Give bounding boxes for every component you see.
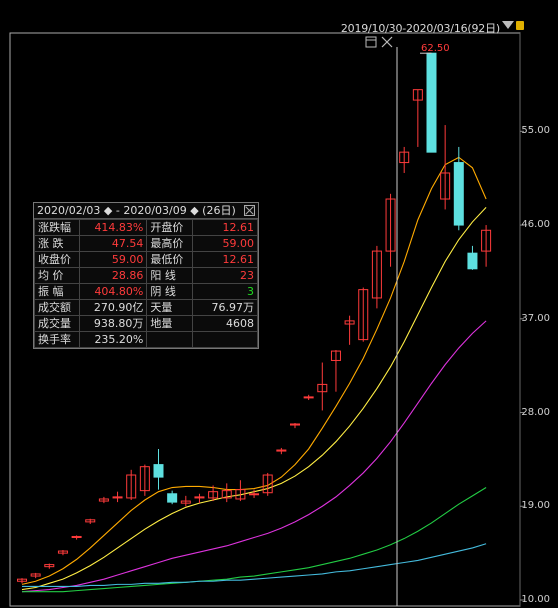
stats-label <box>146 331 193 348</box>
crosshair-price-label: 62.50 <box>421 43 450 54</box>
stats-label: 振 幅 <box>33 283 81 300</box>
range-dropdown-arrow-icon[interactable] <box>502 21 514 29</box>
interval-stats-title: 2020/02/03 ◆ - 2020/03/09 ◆ (26日) <box>34 203 258 219</box>
stats-value: 404.80% <box>79 283 148 300</box>
candle-body <box>330 350 341 361</box>
stats-value: 23 <box>191 267 259 284</box>
stats-label: 阴 线 <box>146 283 193 300</box>
candle-body <box>126 474 137 499</box>
stats-value: 414.83% <box>79 219 148 236</box>
candle-body <box>440 172 451 200</box>
candle-body <box>139 466 150 492</box>
stats-value: 235.20% <box>79 331 148 348</box>
candle-body <box>358 289 369 341</box>
stats-value: 59.00 <box>191 235 259 252</box>
stats-label: 均 价 <box>33 267 81 284</box>
stats-value: 28.86 <box>79 267 148 284</box>
candle-body <box>453 162 464 226</box>
y-tick-label: 46.00 <box>521 219 550 231</box>
moving-average-line <box>22 543 487 588</box>
stats-label: 成交量 <box>33 315 81 332</box>
stats-label: 涨 跌 <box>33 235 81 252</box>
lock-icon[interactable] <box>516 21 524 30</box>
date-range-label[interactable]: 2019/10/30-2020/03/16(92日) <box>340 22 500 35</box>
stats-value: 76.97万 <box>191 299 259 316</box>
stats-row: 均 价 28.86 阳 线 23 <box>33 267 259 284</box>
candle-body <box>344 320 355 325</box>
candle-body <box>85 519 96 523</box>
stats-label: 地量 <box>146 315 193 332</box>
y-tick-label: 28.00 <box>521 406 550 418</box>
candle-body <box>208 491 219 499</box>
stats-row: 涨跌幅 414.83% 开盘价 12.61 <box>33 219 259 236</box>
y-tick-label: 19.00 <box>521 500 550 512</box>
interval-stats-table: 涨跌幅 414.83% 开盘价 12.61 涨 跌 47.54 最高价 59.00 收盘价 59.… <box>33 219 259 348</box>
y-tick-label: 55.00 <box>521 125 550 137</box>
y-tick-label: 37.00 <box>521 312 550 324</box>
stats-label: 开盘价 <box>146 219 193 236</box>
moving-average-line <box>21 156 487 585</box>
candle-body <box>30 573 41 577</box>
panel-close-icon[interactable] <box>244 205 255 216</box>
stats-label: 最高价 <box>146 235 193 252</box>
candle-body <box>71 535 82 539</box>
stats-row: 成交额 270.90亿 天量 76.97万 <box>33 299 259 316</box>
candle-body <box>17 578 27 582</box>
stats-row: 换手率 235.20% <box>33 331 259 348</box>
stats-value: 938.80万 <box>79 315 148 332</box>
interval-stats-title-text: 2020/02/03 ◆ - 2020/03/09 ◆ (26日) <box>37 204 236 217</box>
candle-body <box>290 423 300 426</box>
candle-body <box>262 474 273 494</box>
candle-body <box>167 493 178 503</box>
candle-body <box>399 151 410 164</box>
stats-label: 收盘价 <box>33 251 81 268</box>
y-tick-label: 10.00 <box>521 594 550 605</box>
candle-body <box>317 383 328 393</box>
stats-value <box>191 331 259 348</box>
stats-value: 3 <box>191 283 259 300</box>
candle-body <box>180 500 191 504</box>
candle-body <box>57 550 68 554</box>
stats-value: 270.90亿 <box>79 299 148 316</box>
stats-label: 最低价 <box>146 251 193 268</box>
candle-body <box>153 464 164 478</box>
stats-value: 4608 <box>191 315 259 332</box>
stats-label: 换手率 <box>33 331 81 348</box>
candle-body <box>481 229 492 252</box>
close-icon[interactable] <box>381 36 393 48</box>
stats-label: 阳 线 <box>146 267 193 284</box>
candle-body <box>426 52 437 153</box>
candle-body <box>303 396 314 399</box>
candle-body <box>467 252 478 270</box>
moving-average-line <box>22 487 487 593</box>
candle-body <box>194 496 205 499</box>
candle-body <box>249 493 260 496</box>
stats-label: 天量 <box>146 299 193 316</box>
restore-window-icon[interactable] <box>365 36 377 48</box>
stats-value: 12.61 <box>191 251 259 268</box>
candle-body <box>276 449 287 452</box>
stats-value: 47.54 <box>79 235 148 252</box>
candle-body <box>44 564 55 568</box>
candle-body <box>385 198 396 252</box>
candle-body <box>221 490 232 499</box>
stats-label: 涨跌幅 <box>33 219 81 236</box>
stats-row: 涨 跌 47.54 最高价 59.00 <box>33 235 259 252</box>
candle-body <box>98 498 109 502</box>
candle-body <box>412 89 423 101</box>
stats-row: 成交量 938.80万 地量 4608 <box>33 315 259 332</box>
moving-average-line <box>21 320 487 593</box>
stats-row: 收盘价 59.00 最低价 12.61 <box>33 251 259 268</box>
stats-value: 59.00 <box>79 251 148 268</box>
candle-body <box>371 250 382 299</box>
stats-label: 成交额 <box>33 299 81 316</box>
stats-value: 12.61 <box>191 219 259 236</box>
candle-body <box>112 496 123 499</box>
interval-stats-panel: 2020/02/03 ◆ - 2020/03/09 ◆ (26日) 涨跌幅 414… <box>33 202 259 349</box>
candle-body <box>235 489 246 500</box>
